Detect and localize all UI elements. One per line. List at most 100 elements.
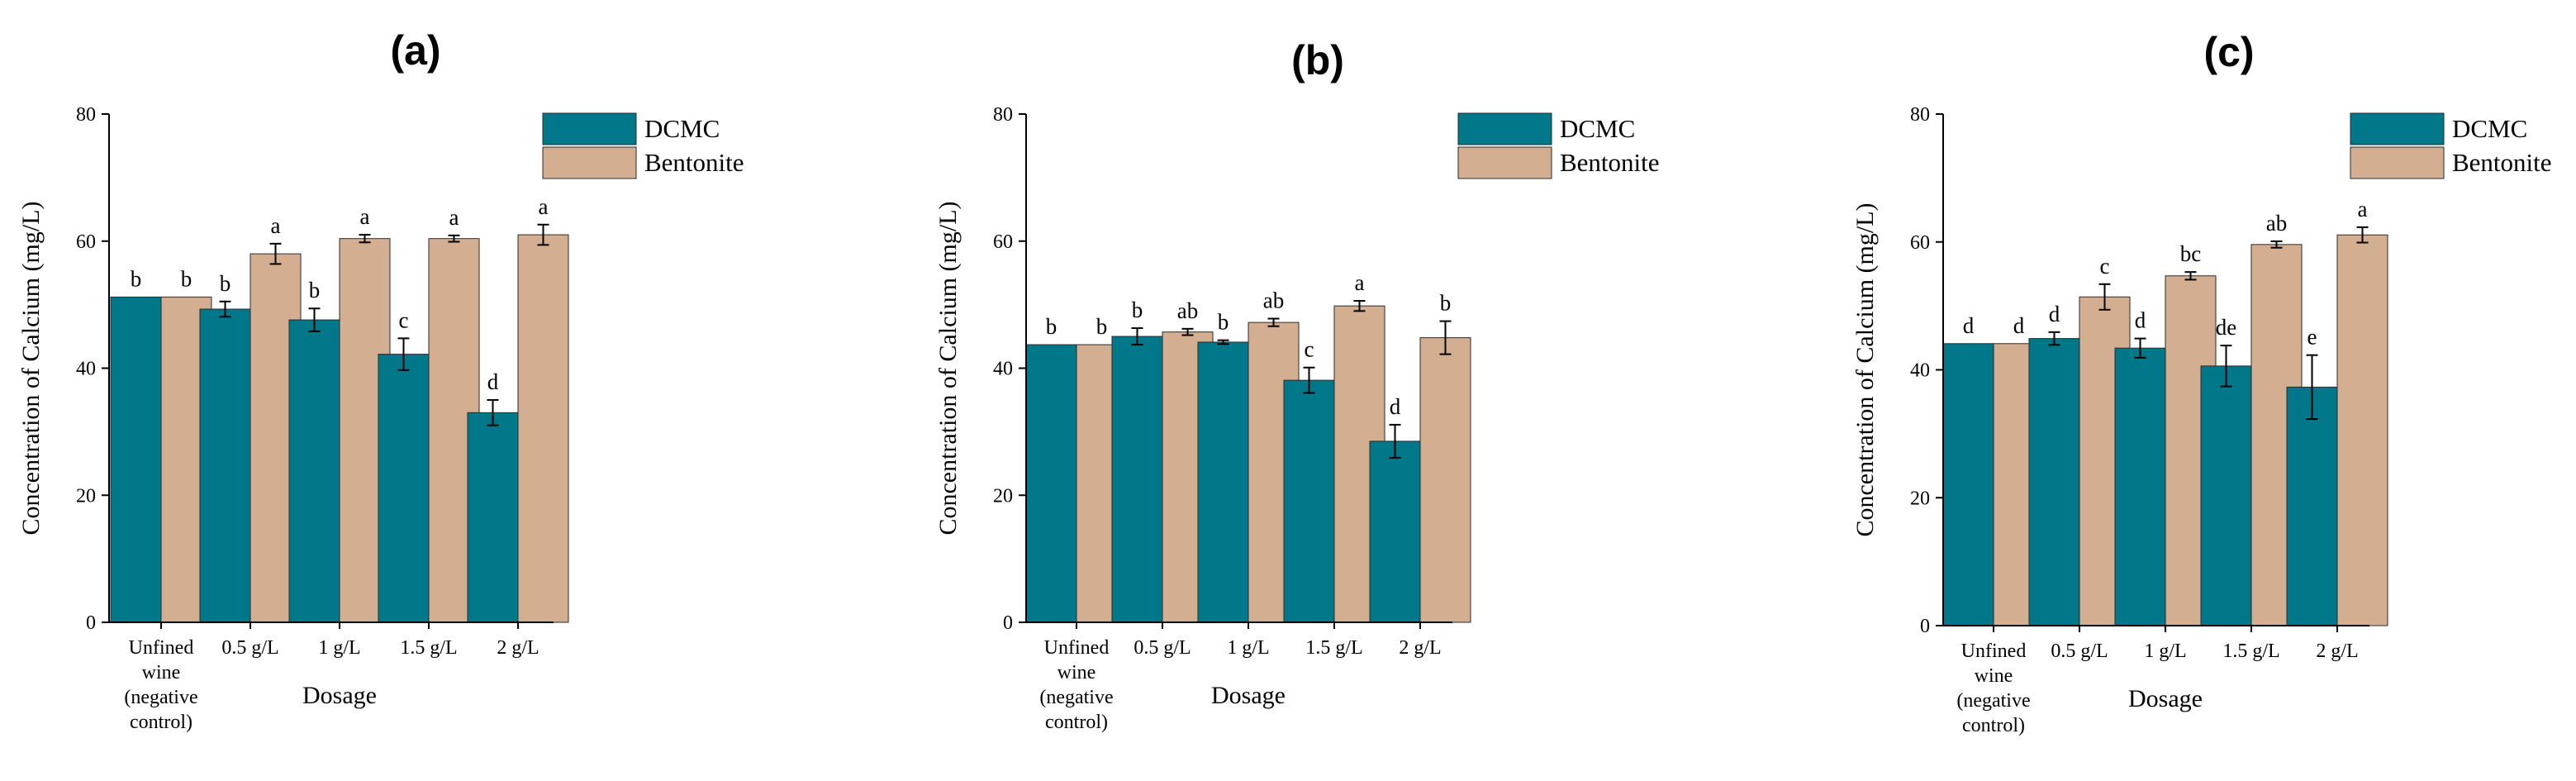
legend-swatch-dcmc <box>542 112 637 145</box>
y-tick-label: 80 <box>76 104 96 126</box>
bar-dcmc-3 <box>378 354 430 623</box>
x-tick-label: 0.5 g/L <box>221 637 278 659</box>
y-tick-label: 0 <box>1920 616 1930 637</box>
x-tick-label: wine <box>1057 662 1096 683</box>
significance-label: b <box>181 266 192 291</box>
bar-bentonite-4 <box>1419 337 1471 623</box>
y-tick-label: 0 <box>86 612 96 634</box>
bar-bentonite-4 <box>517 234 569 623</box>
y-tick-label: 60 <box>1910 232 1930 254</box>
x-tick-label: (negative <box>1956 690 2030 712</box>
chart-title: (c) <box>2203 29 2254 75</box>
significance-label: a <box>271 213 281 238</box>
x-axis-label: Dosage <box>2128 685 2203 712</box>
bar-dcmc-1 <box>2028 338 2080 626</box>
y-tick-label: 60 <box>993 231 1013 253</box>
x-tick-label: (negative <box>1039 687 1113 708</box>
significance-label: de <box>2216 315 2237 340</box>
x-tick-label: control) <box>130 712 192 733</box>
significance-label: d <box>2135 308 2146 333</box>
bar-dcmc-2 <box>2114 347 2166 626</box>
y-tick-label: 80 <box>993 104 1013 126</box>
y-tick-label: 40 <box>1910 360 1930 382</box>
bar-dcmc-4 <box>1369 441 1421 623</box>
significance-label: a <box>1355 270 1365 295</box>
bar-dcmc-3 <box>2200 365 2252 626</box>
bar-dcmc-3 <box>1283 379 1335 623</box>
x-tick-label: control) <box>1045 712 1108 733</box>
bar-dcmc-1 <box>1111 336 1163 623</box>
y-axis-label: Concentration of Calcium (mg/L) <box>17 201 45 535</box>
x-tick-label: control) <box>1962 715 2025 736</box>
y-tick-label: 40 <box>993 359 1013 380</box>
x-tick-label: 1 g/L <box>1227 637 1269 659</box>
bar-dcmc-0 <box>110 296 162 623</box>
legend-swatch-dcmc <box>2350 112 2445 145</box>
x-tick-label: 1 g/L <box>2144 641 2186 662</box>
x-tick-label: 1.5 g/L <box>1305 637 1362 659</box>
x-tick-label: 2 g/L <box>2316 641 2358 662</box>
significance-label: ab <box>1177 298 1198 323</box>
significance-label: c <box>1305 337 1314 362</box>
x-tick-label: 1.5 g/L <box>2222 641 2279 662</box>
x-axis-label: Dosage <box>302 682 377 709</box>
x-tick-label: 2 g/L <box>1399 637 1441 659</box>
y-tick-label: 80 <box>1910 104 1930 126</box>
significance-label: d <box>1390 394 1401 419</box>
significance-label: b <box>1096 314 1108 339</box>
legend-label-bentonite: Bentonite <box>2452 148 2552 177</box>
x-tick-label: wine <box>142 662 181 683</box>
significance-label: a <box>449 205 459 230</box>
y-tick-label: 0 <box>1003 612 1013 634</box>
bar-dcmc-0 <box>1942 343 1994 626</box>
significance-label: a <box>2358 197 2368 221</box>
significance-label: b <box>1046 314 1057 339</box>
legend-label-dcmc: DCMC <box>644 114 720 143</box>
legend-label-dcmc: DCMC <box>2452 114 2527 143</box>
x-tick-label: Unfined <box>1044 637 1110 659</box>
significance-label: d <box>2049 302 2060 326</box>
significance-label: b <box>131 266 142 291</box>
x-axis-label: Dosage <box>1211 682 1286 709</box>
x-tick-label: Unfined <box>1961 641 2027 662</box>
bar-dcmc-4 <box>2286 386 2338 626</box>
y-tick-label: 20 <box>993 485 1013 507</box>
significance-label: b <box>1132 298 1143 322</box>
y-tick-label: 60 <box>76 231 96 253</box>
legend-swatch-dcmc <box>1457 112 1552 145</box>
x-tick-label: 0.5 g/L <box>1134 637 1191 659</box>
bar-dcmc-1 <box>199 308 251 623</box>
bar-dcmc-0 <box>1025 344 1077 623</box>
significance-label: d <box>2013 313 2025 338</box>
legend-swatch-bentonite <box>2350 146 2445 179</box>
x-tick-label: 0.5 g/L <box>2051 641 2108 662</box>
x-tick-label: 2 g/L <box>497 637 539 659</box>
legend-swatch-bentonite <box>542 146 637 179</box>
bar-dcmc-2 <box>288 319 340 623</box>
y-axis-label: Concentration of Calcium (mg/L) <box>934 201 962 535</box>
significance-label: ab <box>2266 211 2287 236</box>
significance-label: d <box>1963 313 1975 338</box>
bar-dcmc-2 <box>1197 341 1249 623</box>
significance-label: b <box>1218 310 1229 335</box>
legend-label-bentonite: Bentonite <box>644 148 744 177</box>
significance-label: b <box>1440 291 1452 316</box>
significance-label: c <box>2100 254 2110 279</box>
x-tick-label: wine <box>1975 665 2013 687</box>
y-tick-label: 40 <box>76 359 96 380</box>
x-tick-label: Unfined <box>129 637 194 659</box>
significance-label: e <box>2307 325 2317 350</box>
legend-label-bentonite: Bentonite <box>1560 148 1660 177</box>
y-tick-label: 20 <box>76 485 96 507</box>
bar-dcmc-4 <box>467 412 519 623</box>
significance-label: c <box>399 307 409 332</box>
chart-title: (b) <box>1291 37 1344 83</box>
significance-label: bc <box>2180 241 2202 266</box>
bar-bentonite-4 <box>2336 234 2388 626</box>
significance-label: d <box>487 369 499 394</box>
x-tick-label: (negative <box>124 687 197 708</box>
significance-label: ab <box>1263 288 1284 313</box>
